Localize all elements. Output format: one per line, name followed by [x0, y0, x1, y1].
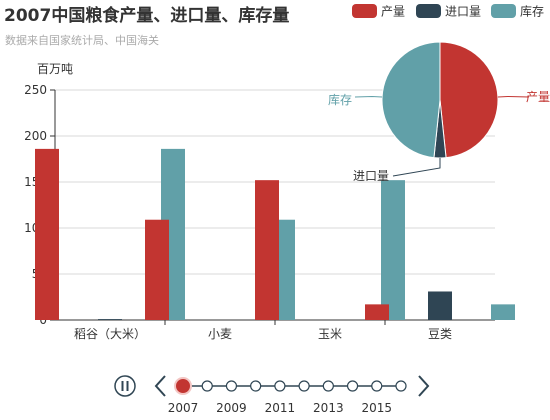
- bar-进口量-4[interactable]: [428, 291, 452, 320]
- pie-label: 进口量: [353, 169, 389, 183]
- timeline-node[interactable]: [225, 380, 238, 392]
- pie-label: 库存: [328, 92, 352, 107]
- pie-label: 产量: [526, 90, 550, 104]
- legend-swatch: [352, 4, 377, 18]
- pie-label-line: [392, 158, 441, 177]
- pause-icon-ring: [114, 375, 136, 397]
- timeline-node[interactable]: [298, 380, 310, 392]
- timeline-node-active[interactable]: [174, 377, 192, 395]
- timeline-node[interactable]: [395, 380, 407, 392]
- timeline-year-label[interactable]: 2013: [313, 401, 344, 415]
- bar-库存-3[interactable]: [381, 180, 405, 320]
- pie-label-line: [354, 95, 383, 98]
- y-axis-unit: 百万吨: [37, 62, 73, 76]
- legend-item-1[interactable]: 产量: [352, 4, 405, 19]
- x-tick-label: 稻谷（大米）: [74, 327, 146, 341]
- legend-label: 产量: [381, 5, 405, 19]
- pie-slice-库存[interactable]: [381, 41, 441, 159]
- timeline-year-label[interactable]: 2007: [168, 401, 199, 415]
- chevron-right-icon[interactable]: [418, 375, 430, 397]
- pause-icon-bar: [126, 381, 129, 391]
- bar-产量-2[interactable]: [145, 219, 169, 320]
- bar-进口量-1[interactable]: [98, 319, 122, 320]
- timeline-node[interactable]: [322, 380, 334, 392]
- x-tick-label: 玉米: [318, 327, 342, 341]
- bar-产量-3[interactable]: [255, 180, 279, 320]
- y-tick-label: 200: [24, 129, 47, 143]
- legend-swatch: [491, 4, 516, 18]
- legend-swatch: [416, 4, 441, 18]
- pie-slice-产量[interactable]: [439, 41, 499, 159]
- legend-label: 库存: [520, 4, 544, 19]
- bar-库存-4[interactable]: [491, 304, 515, 320]
- timeline-node[interactable]: [346, 380, 359, 392]
- x-tick-label: 豆类: [428, 327, 452, 341]
- timeline-node[interactable]: [201, 380, 213, 392]
- timeline-node[interactable]: [371, 380, 383, 392]
- x-tick-label: 小麦: [208, 327, 232, 341]
- legend-label: 进口量: [445, 5, 481, 19]
- chart-subtitle: 数据来自国家统计局、中国海关: [5, 33, 159, 47]
- legend-item-2[interactable]: 进口量: [416, 4, 481, 19]
- timeline-node[interactable]: [250, 380, 262, 392]
- pie-label-line: [497, 95, 530, 98]
- legend-item-3[interactable]: 库存: [491, 4, 544, 19]
- chart-title: 2007中国粮食产量、进口量、库存量: [4, 5, 289, 26]
- timeline-node[interactable]: [274, 380, 286, 392]
- timeline-year-label[interactable]: 2009: [216, 401, 247, 415]
- bar-产量-1[interactable]: [35, 148, 59, 320]
- timeline-year-label[interactable]: 2015: [362, 401, 393, 415]
- pause-icon[interactable]: [114, 375, 136, 397]
- y-tick-label: 250: [24, 83, 47, 97]
- bar-产量-4[interactable]: [365, 304, 389, 320]
- chevron-left-icon[interactable]: [154, 375, 166, 397]
- pause-icon-bar: [121, 381, 124, 391]
- timeline-year-label[interactable]: 2011: [265, 401, 296, 415]
